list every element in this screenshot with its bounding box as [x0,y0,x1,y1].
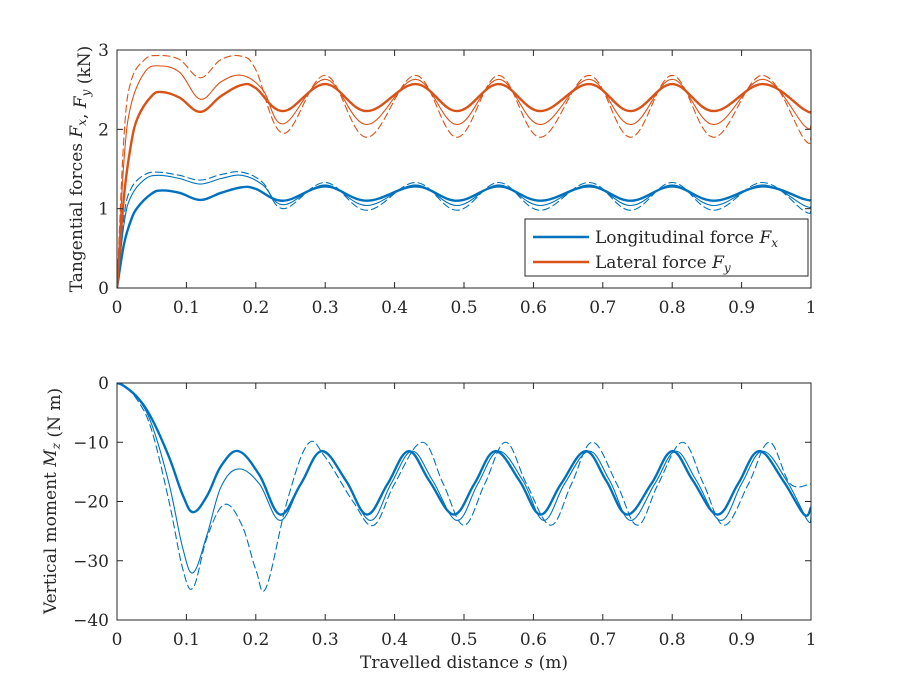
series-line-5 [117,65,811,288]
x-tick-label: 0.5 [450,630,477,650]
legend-entry: Lateral force Fy [595,253,731,275]
x-tick-label: 1 [806,630,817,650]
x-tick-label: 0.7 [589,630,616,650]
x-tick-label: 0 [112,630,123,650]
x-tick-label: 0.9 [728,630,755,650]
y-tick-label: 2 [98,120,109,140]
series-line-3 [117,383,811,592]
x-tick-label: 0.2 [242,630,269,650]
x-tick-label: 0.1 [173,630,200,650]
x-tick-label: 0.1 [173,298,200,318]
x-tick-label: 0.3 [312,298,339,318]
y-tick-label: −20 [73,493,109,513]
y-tick-label: 1 [98,200,109,220]
y-tick-label: 0 [98,279,109,299]
x-tick-label: 0.2 [242,298,269,318]
legend: Longitudinal force Fx Lateral force Fy [524,218,809,277]
x-tick-label: 0.7 [589,298,616,318]
legend-entry: Longitudinal force Fx [595,228,778,250]
x-axis-label: Travelled distance s (m) [360,653,568,673]
x-tick-label: 0.6 [520,630,547,650]
top-axes: 0 0.1 0.2 0.3 0.4 0.5 0.6 0.7 0.8 0.9 1 0 1 2 3Tangent… [67,41,816,318]
series-group [117,383,811,592]
x-tick-label: 0.3 [312,630,339,650]
series-line-6 [117,54,811,288]
y-axis-label: Vertical moment Mz (N m) [41,388,65,615]
x-tick-label: 0.8 [659,630,686,650]
y-tick-label: 0 [98,374,109,394]
series-line-1 [117,185,811,288]
series-group [117,54,811,288]
x-tick-label: 0.9 [728,298,755,318]
series-line-1 [117,383,811,517]
series-line-3 [117,171,811,288]
x-tick-label: 0 [112,298,123,318]
x-tick-label: 0.4 [381,630,408,650]
bottom-axes: 0 0.1 0.2 0.3 0.4 0.5 0.6 0.7 0.8 0.9 1 0 −10 −20 −30 −… [41,374,816,673]
series-line-4 [117,82,811,288]
x-tick-label: 0.6 [520,298,547,318]
y-axis-label: Tangential forces Fx, Fy (kN) [67,46,95,292]
x-tick-label: 1 [806,298,817,318]
series-line-2 [117,383,811,574]
x-tick-label: 0.4 [381,298,408,318]
y-tick-label: 3 [98,41,109,61]
y-tick-label: −40 [73,611,109,631]
x-tick-label: 0.8 [659,298,686,318]
legend-box [524,218,809,277]
x-tick-label: 0.5 [450,298,477,318]
y-tick-label: −30 [73,552,109,572]
y-tick-label: −10 [73,433,109,453]
series-line-2 [117,174,811,288]
